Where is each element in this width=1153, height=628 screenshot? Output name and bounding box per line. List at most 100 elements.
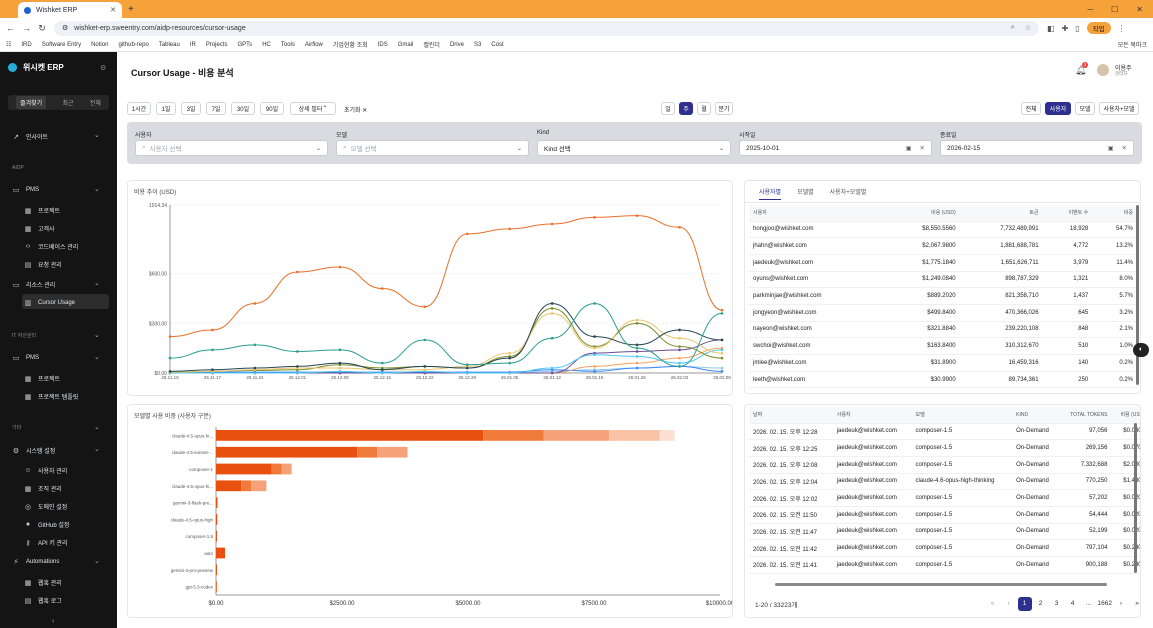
data-point[interactable] <box>296 365 299 368</box>
first-page-icon[interactable]: « <box>990 600 995 607</box>
data-point[interactable] <box>678 361 681 365</box>
bar-segment[interactable] <box>543 430 610 441</box>
bar-segment[interactable] <box>271 463 282 475</box>
data-point[interactable] <box>550 312 554 315</box>
sidebar-item[interactable]: ⚷ API 키 관리 <box>24 538 67 548</box>
data-point[interactable] <box>338 265 342 269</box>
sidebar-item[interactable]: ⚙ 시스템 설정 <box>12 446 55 456</box>
brand[interactable]: 위시켓 ERP <box>8 62 64 73</box>
table-row[interactable]: 2026. 02. 15. 오후 12:25 jaedeuk@wishket.co… <box>749 439 1140 457</box>
start-date-input[interactable]: 2025-10-01 ▣ ✕ <box>739 140 932 156</box>
range-button[interactable]: 3일 <box>181 102 201 115</box>
column-header[interactable]: 비중 <box>1092 205 1137 222</box>
clear-icon[interactable]: ✕ <box>1121 145 1127 152</box>
data-point[interactable] <box>550 371 554 375</box>
data-point[interactable] <box>720 348 724 352</box>
data-point[interactable] <box>550 307 554 310</box>
sidebar-item[interactable]: ▭ PMS <box>12 186 39 194</box>
data-point[interactable] <box>381 287 384 290</box>
data-point[interactable] <box>508 351 511 355</box>
maximize-icon[interactable]: ☐ <box>1111 4 1119 14</box>
bar-segment[interactable] <box>281 463 292 475</box>
data-point[interactable] <box>168 370 172 373</box>
data-point[interactable] <box>593 365 596 368</box>
bar-segment[interactable] <box>216 547 226 559</box>
granularity-button[interactable]: 주 <box>679 102 693 115</box>
table-row[interactable]: 2026. 02. 15. 오전 11:42 jaedeuk@wishket.co… <box>749 539 1140 557</box>
zoom-icon[interactable]: ⌕ <box>1010 24 1015 31</box>
bar-segment[interactable] <box>216 564 218 576</box>
data-point[interactable] <box>678 365 681 368</box>
data-point[interactable] <box>593 370 596 373</box>
bar-segment[interactable] <box>216 446 358 458</box>
calendar-icon[interactable]: ▣ <box>1107 145 1114 152</box>
column-header[interactable]: 이벤트 수 <box>1042 205 1093 222</box>
data-point[interactable] <box>550 302 554 305</box>
column-header[interactable]: 비용 (USD) <box>885 205 960 222</box>
group-by-button[interactable]: 사용자 <box>1045 102 1071 115</box>
puzzle-icon[interactable]: ✚ <box>1061 23 1069 33</box>
new-tab-icon[interactable]: + <box>128 3 134 15</box>
data-point[interactable] <box>465 363 469 367</box>
data-point[interactable] <box>720 308 724 312</box>
range-button[interactable]: 1일 <box>156 102 176 115</box>
page-button[interactable]: 1 <box>1017 597 1032 611</box>
data-point[interactable] <box>423 365 427 368</box>
chevron-down-icon[interactable]: ⌄ <box>94 446 100 453</box>
sidebar-item[interactable]: ▤ 요청 관리 <box>24 260 62 270</box>
sidepanel-icon[interactable]: ▯ <box>1075 23 1080 33</box>
granularity-button[interactable]: 월 <box>697 102 711 115</box>
data-point[interactable] <box>253 366 257 370</box>
bookmark-item[interactable]: Drive <box>449 41 464 48</box>
apps-icon[interactable]: ☷ <box>6 42 12 48</box>
granularity-button[interactable]: 일 <box>661 102 675 115</box>
table-row[interactable]: oyuns@wishket.com $1,249.0840 898,787,329 1… <box>749 271 1137 289</box>
breakdown-tab[interactable]: 모델별 <box>797 190 814 196</box>
table-row[interactable]: jhahn@wishket.com $2,067.9800 1,881,688,78… <box>749 237 1137 255</box>
bookmark-item[interactable]: Software Entry <box>41 41 82 48</box>
data-point[interactable] <box>720 351 724 355</box>
data-point[interactable] <box>635 355 639 358</box>
sidebar-item[interactable]: ‹› 코드베이스 관리 <box>24 242 79 251</box>
data-point[interactable] <box>296 270 299 274</box>
data-point[interactable] <box>211 368 214 371</box>
column-header[interactable]: 모델 <box>911 407 1013 424</box>
site-info-icon[interactable]: ⚙ <box>62 25 69 32</box>
last-page-icon[interactable]: » <box>1135 600 1139 607</box>
bookmark-item[interactable]: IR <box>189 41 196 48</box>
data-point[interactable] <box>508 361 511 365</box>
close-icon[interactable]: ✕ <box>110 7 116 14</box>
sidebar-item[interactable]: ▦ 프로젝트 <box>24 206 60 216</box>
data-point[interactable] <box>338 370 342 373</box>
chevron-down-icon[interactable]: ⌄ <box>94 186 100 193</box>
bar-segment[interactable] <box>216 514 218 525</box>
bar-segment[interactable] <box>357 446 378 458</box>
all-bookmarks[interactable]: 모든 북마크 <box>1117 43 1147 49</box>
range-button[interactable]: 1시간 <box>127 102 151 115</box>
bar-segment[interactable] <box>216 581 217 592</box>
table-row[interactable]: 2026. 02. 15. 오후 12:28 jaedeuk@wishket.co… <box>749 423 1140 441</box>
table-row[interactable]: jaedeuk@wishket.com $1,775.1840 1,651,626,… <box>749 254 1137 272</box>
table-row[interactable]: 2026. 02. 15. 오후 12:02 jaedeuk@wishket.co… <box>749 489 1140 507</box>
data-point[interactable] <box>635 366 639 370</box>
data-point[interactable] <box>635 350 639 353</box>
bar-segment[interactable] <box>216 463 272 475</box>
table-row[interactable]: 2026. 02. 15. 오전 11:47 jaedeuk@wishket.co… <box>749 523 1140 541</box>
detail-filter-button[interactable]: 상세 필터 ⌃ <box>290 102 336 115</box>
next-page-icon[interactable]: › <box>1119 600 1123 607</box>
sidebar-tab-all[interactable]: 전체 <box>89 101 101 107</box>
range-button[interactable]: 7일 <box>206 102 226 115</box>
sidebar-item[interactable]: ▦ 프로젝트 템플릿 <box>24 392 79 402</box>
collapse-sidebar-icon[interactable]: ‹ <box>52 618 55 625</box>
data-point[interactable] <box>720 370 724 373</box>
sidebar-item[interactable]: ▦ 고객사 <box>24 224 55 234</box>
close-window-icon[interactable]: ✕ <box>1136 4 1143 14</box>
table-row[interactable]: swchoi@wishket.com $163.8400 310,312,670 51… <box>749 337 1137 355</box>
sidebar-item[interactable]: ◎ 도메인 설정 <box>24 502 67 512</box>
column-header[interactable]: 날짜 <box>749 407 833 424</box>
table-row[interactable]: 2026. 02. 15. 오후 12:08 jaedeuk@wishket.co… <box>749 456 1140 474</box>
page-button[interactable]: 3 <box>1054 600 1059 607</box>
data-point[interactable] <box>338 348 342 352</box>
data-point[interactable] <box>253 302 257 305</box>
sidebar-item[interactable]: ▤ 웹훅 로그 <box>24 596 62 606</box>
